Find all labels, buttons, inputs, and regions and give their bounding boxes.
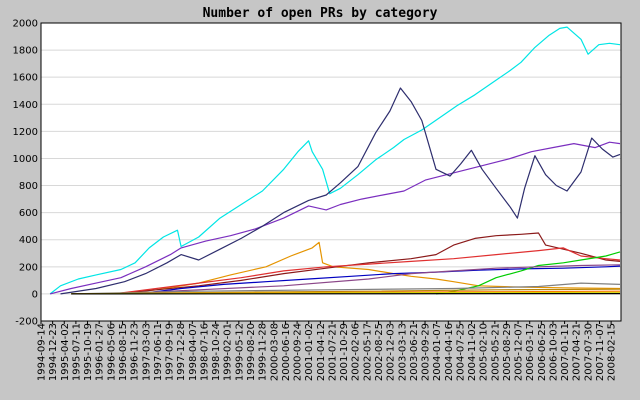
x-tick-label: 1999-08-20 [246,323,257,381]
x-tick-label: 2001-04-12 [316,323,327,381]
x-axis: 1994-09-14 1994-12-23 1995-04-02 1995-07-11… [37,321,618,381]
x-tick-label: 1994-09-14 [37,323,48,381]
x-tick-label: 2005-12-07 [514,323,525,381]
series-line-9 [113,264,621,295]
x-tick-label: 2002-08-25 [374,323,385,381]
x-tick-label: 2004-01-07 [432,323,443,381]
series-line-3 [60,87,621,295]
x-tick-label: 1995-07-11 [71,323,82,381]
y-tick-label: 200 [19,262,38,273]
x-tick-label: 2003-03-13 [397,323,408,381]
y-tick-label: 1400 [13,100,38,111]
y-tick-label: -200 [15,317,38,328]
x-tick-label: 2001-01-02 [304,323,315,381]
x-tick-label: 1996-01-27 [95,323,106,381]
x-tick-label: 2004-11-02 [467,323,478,381]
x-tick-label: 1994-12-23 [48,323,59,381]
x-tick-label: 2000-06-16 [281,323,292,381]
series-line-6 [113,247,621,295]
y-tick-label: 0 [32,289,38,300]
x-tick-label: 2001-10-29 [339,323,350,381]
x-tick-label: 2002-05-17 [362,323,373,381]
series-line-10 [71,282,621,295]
x-tick-label: 2007-07-30 [583,323,594,381]
x-tick-label: 1998-07-16 [199,323,210,381]
x-tick-label: 2004-07-25 [455,323,466,381]
x-tick-label: 2004-04-16 [444,323,455,381]
y-axis: -200 0 200 400 600 800 1000 1200 1400 1600 1800 200… [13,19,38,328]
x-tick-label: 2008-02-15 [607,323,618,381]
x-tick-label: 2002-02-06 [351,323,362,381]
x-tick-label: 1995-10-19 [83,323,94,381]
x-tick-label: 1996-11-23 [130,323,141,381]
x-tick-label: 1999-05-12 [234,323,245,381]
plot-area [41,23,621,321]
chart-title: Number of open PRs by category [203,6,438,21]
series-line-1 [49,26,621,295]
x-tick-label: 2005-08-29 [502,323,513,381]
y-tick-label: 2000 [13,19,38,30]
x-tick-label: 1999-02-01 [223,323,234,381]
series-line-5 [113,232,621,295]
y-tick-label: 600 [19,208,38,219]
x-tick-label: 2006-03-17 [525,323,536,381]
y-tick-label: 400 [19,235,38,246]
x-tick-label: 1997-12-28 [176,323,187,381]
x-tick-label: 2002-12-03 [386,323,397,381]
x-tick-label: 1997-03-03 [141,323,152,381]
y-tick-label: 1600 [13,73,38,84]
x-tick-label: 1999-11-28 [258,323,269,381]
x-tick-label: 1996-05-06 [106,323,117,381]
x-tick-label: 2005-02-10 [479,323,490,381]
x-tick-label: 2007-11-07 [595,323,606,381]
x-tick-label: 1997-06-11 [153,323,164,381]
x-tick-label: 1998-10-24 [211,323,222,381]
series-line-2 [49,141,621,295]
series-line-7 [138,265,621,295]
x-tick-label: 1996-08-15 [118,323,129,381]
series-group [49,26,621,295]
x-tick-label: 2000-03-08 [269,323,280,381]
x-tick-label: 1997-09-19 [165,323,176,381]
y-tick-label: 1800 [13,46,38,57]
y-tick-label: 1200 [13,127,38,138]
x-tick-label: 2003-09-29 [421,323,432,381]
x-tick-label: 2001-07-21 [327,323,338,381]
plot-frame [40,22,622,322]
x-tick-label: 2003-06-21 [409,323,420,381]
x-tick-label: 1995-04-02 [60,323,71,381]
x-tick-label: 1998-04-07 [188,323,199,381]
x-tick-label: 2006-10-03 [548,323,559,381]
x-tick-label: 2000-09-24 [293,323,304,381]
x-tick-label: 2007-04-21 [572,323,583,381]
x-tick-label: 2006-06-25 [537,323,548,381]
y-tick-label: 1000 [13,154,38,165]
y-tick-label: 800 [19,181,38,192]
x-tick-label: 2007-01-11 [560,323,571,381]
x-tick-label: 2005-05-21 [490,323,501,381]
